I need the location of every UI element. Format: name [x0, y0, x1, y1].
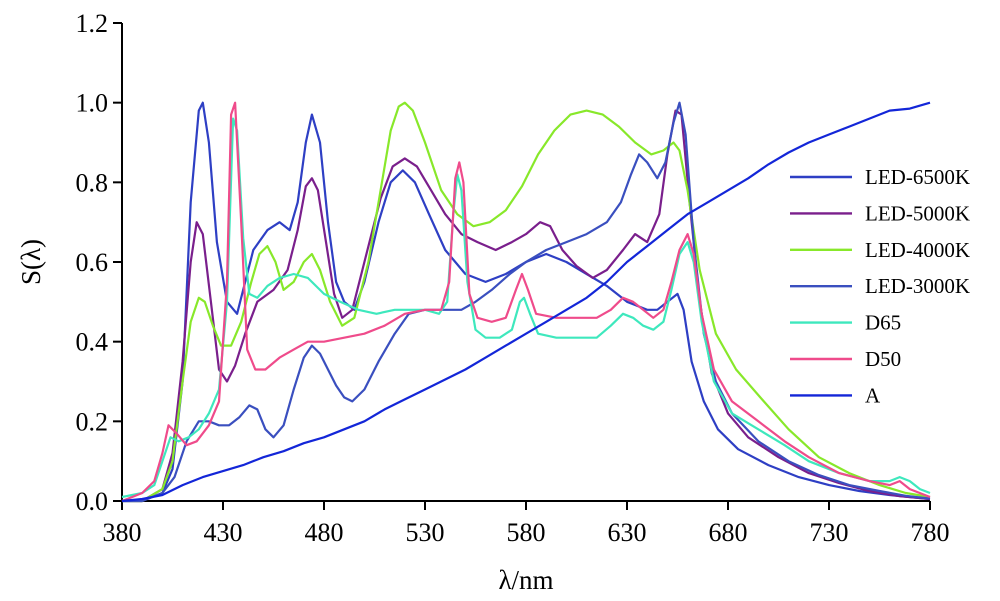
x-tick-label: 380	[103, 518, 142, 547]
y-tick-label: 1.2	[76, 9, 109, 38]
x-tick-label: 630	[608, 518, 647, 547]
x-tick-label: 780	[911, 518, 950, 547]
x-tick-label: 480	[305, 518, 344, 547]
legend-label: A	[865, 383, 881, 407]
y-tick-label: 0.0	[76, 487, 109, 516]
legend-label: D65	[865, 311, 901, 335]
legend-label: LED-6500K	[865, 165, 970, 189]
x-tick-label: 730	[810, 518, 849, 547]
series-line-a	[121, 101, 931, 503]
y-tick-label: 0.6	[76, 248, 109, 277]
series-line-d50	[121, 101, 931, 503]
plot-area: 380 430 480 530 580 630 680 730 780 0.0 0.2 0.4 0.6…	[76, 9, 950, 547]
x-ticks: 380 430 480 530 580 630 680 730 780	[103, 501, 950, 547]
legend: LED-6500K LED-5000K LED-4000K LED-3000K D65 D…	[790, 165, 970, 407]
x-tick-label: 530	[406, 518, 445, 547]
legend-label: LED-4000K	[865, 238, 970, 262]
series-line-d65	[121, 117, 931, 499]
series-line-led-6500k	[122, 101, 931, 503]
y-ticks: 0.0 0.2 0.4 0.6 0.8 1.0 1.2	[76, 9, 122, 516]
y-tick-label: 1.0	[76, 89, 109, 118]
y-tick-label: 0.4	[76, 328, 109, 357]
legend-label: D50	[865, 347, 901, 371]
series-lines	[121, 101, 931, 503]
y-tick-label: 0.8	[76, 168, 109, 197]
x-tick-label: 430	[204, 518, 243, 547]
x-tick-label: 680	[709, 518, 748, 547]
y-axis-title: S(λ)	[16, 239, 46, 285]
legend-label: LED-5000K	[865, 201, 970, 225]
legend-label: LED-3000K	[865, 274, 970, 298]
x-tick-label: 580	[507, 518, 546, 547]
y-tick-label: 0.2	[76, 407, 109, 436]
x-axis-title: λ/nm	[498, 565, 553, 595]
